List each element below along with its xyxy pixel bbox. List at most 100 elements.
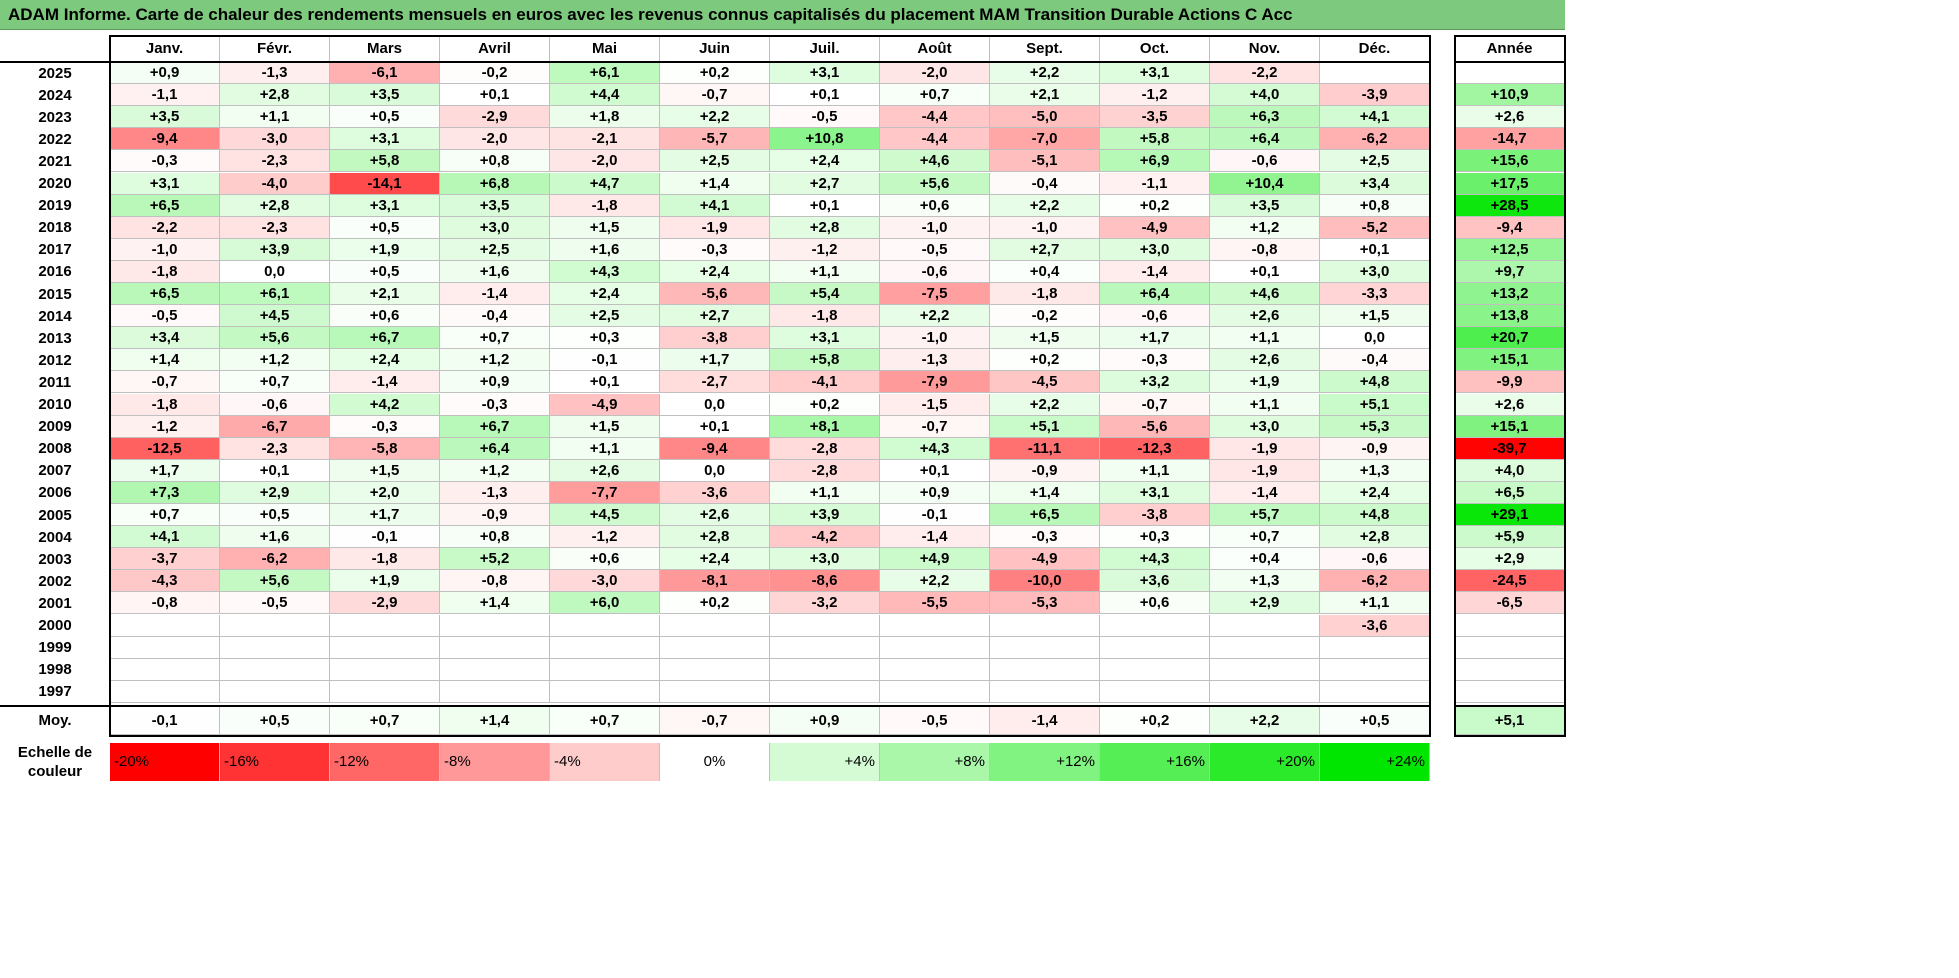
annual-cell <box>1455 680 1565 703</box>
divider <box>0 61 1431 63</box>
heatmap-cell: +6,7 <box>440 415 550 438</box>
row-year-label: 2007 <box>0 459 110 482</box>
annual-cell: -14,7 <box>1455 128 1565 151</box>
divider <box>1454 704 1566 707</box>
heatmap-cell <box>770 614 880 637</box>
average-cell: -1,4 <box>990 706 1100 735</box>
heatmap-cell: -3,8 <box>660 327 770 350</box>
heatmap-cell: -4,3 <box>110 570 220 593</box>
heatmap-cell: -3,5 <box>1100 106 1210 129</box>
annual-cell: +4,0 <box>1455 459 1565 482</box>
annual-cell: +29,1 <box>1455 504 1565 527</box>
heatmap-cell: -0,9 <box>990 459 1100 482</box>
heatmap-cell: +4,3 <box>1100 548 1210 571</box>
heatmap-cell: +1,3 <box>1210 570 1320 593</box>
month-header: Mars <box>330 36 440 62</box>
average-cell: -0,5 <box>880 706 990 735</box>
heatmap-cell: -5,8 <box>330 437 440 460</box>
heatmap-cell: +0,6 <box>1100 592 1210 615</box>
heatmap-cell: -1,4 <box>1210 481 1320 504</box>
row-year-label: 1998 <box>0 658 110 681</box>
heatmap-cell: +1,1 <box>1320 592 1430 615</box>
annual-cell: +10,9 <box>1455 84 1565 107</box>
heatmap-cell: +2,8 <box>220 194 330 217</box>
heatmap-cell: +0,3 <box>1100 526 1210 549</box>
heatmap-cell: +6,1 <box>550 62 660 85</box>
heatmap-cell: +5,1 <box>990 415 1100 438</box>
heatmap-cell: -1,8 <box>990 283 1100 306</box>
heatmap-cell: -4,1 <box>770 371 880 394</box>
heatmap-cell: -2,3 <box>220 437 330 460</box>
heatmap-cell: +0,2 <box>660 592 770 615</box>
heatmap-cell <box>880 680 990 703</box>
heatmap-cell: -6,2 <box>1320 128 1430 151</box>
heatmap-cell: +5,7 <box>1210 504 1320 527</box>
heatmap-cell: -1,2 <box>110 415 220 438</box>
heatmap-cell: +0,4 <box>990 260 1100 283</box>
heatmap-cell: +0,8 <box>440 150 550 173</box>
heatmap-cell: +2,8 <box>770 216 880 239</box>
heatmap-cell: -2,8 <box>770 459 880 482</box>
scale-stop: -12% <box>330 742 440 781</box>
divider <box>0 704 1431 707</box>
heatmap-cell <box>770 658 880 681</box>
heatmap-cell: +2,9 <box>220 481 330 504</box>
annual-cell: +28,5 <box>1455 194 1565 217</box>
heatmap-cell: -8,6 <box>770 570 880 593</box>
month-header: Nov. <box>1210 36 1320 62</box>
heatmap-cell <box>770 636 880 659</box>
heatmap-cell: -0,9 <box>1320 437 1430 460</box>
heatmap-cell: +0,1 <box>770 84 880 107</box>
heatmap-cell: +2,7 <box>770 172 880 195</box>
heatmap-cell: -5,2 <box>1320 216 1430 239</box>
heatmap-cell: +1,4 <box>660 172 770 195</box>
annual-cell: -9,9 <box>1455 371 1565 394</box>
heatmap-cell: +4,7 <box>550 172 660 195</box>
heatmap-cell: -1,4 <box>880 526 990 549</box>
row-year-label: 2016 <box>0 260 110 283</box>
average-cell: +0,7 <box>330 706 440 735</box>
annual-cell: +2,6 <box>1455 393 1565 416</box>
heatmap-cell: +0,7 <box>110 504 220 527</box>
heatmap-cell: +6,4 <box>1210 128 1320 151</box>
heatmap-cell: +1,2 <box>440 459 550 482</box>
scale-stop: +12% <box>990 742 1100 781</box>
heatmap-cell: +4,8 <box>1320 371 1430 394</box>
scale-stop: 0% <box>660 742 770 781</box>
heatmap-cell <box>660 614 770 637</box>
heatmap-cell: -1,2 <box>550 526 660 549</box>
heatmap-cell: -9,4 <box>660 437 770 460</box>
heatmap-cell: -6,1 <box>330 62 440 85</box>
heatmap-cell: +2,4 <box>1320 481 1430 504</box>
heatmap-cell: -7,7 <box>550 481 660 504</box>
annual-cell: +13,2 <box>1455 283 1565 306</box>
average-cell: -0,1 <box>110 706 220 735</box>
heatmap-cell: -0,5 <box>880 238 990 261</box>
heatmap-cell: +4,1 <box>660 194 770 217</box>
heatmap-cell: +3,1 <box>1100 62 1210 85</box>
heatmap-cell: -0,7 <box>660 84 770 107</box>
average-cell: +1,4 <box>440 706 550 735</box>
heatmap-cell: -1,0 <box>880 216 990 239</box>
heatmap-cell: +1,5 <box>550 415 660 438</box>
annual-cell: +15,1 <box>1455 349 1565 372</box>
heatmap-cell: +4,3 <box>880 437 990 460</box>
row-year-label: 2013 <box>0 327 110 350</box>
heatmap-cell: -2,3 <box>220 150 330 173</box>
heatmap-cell: +2,7 <box>990 238 1100 261</box>
heatmap-cell: -0,3 <box>440 393 550 416</box>
heatmap-cell: +1,1 <box>1210 327 1320 350</box>
heatmap-cell: -1,8 <box>110 260 220 283</box>
heatmap-cell: +0,1 <box>1210 260 1320 283</box>
annual-cell: +15,6 <box>1455 150 1565 173</box>
annual-cell: -6,5 <box>1455 592 1565 615</box>
heatmap-cell <box>550 636 660 659</box>
heatmap-cell: -0,5 <box>110 305 220 328</box>
heatmap-cell: -3,7 <box>110 548 220 571</box>
heatmap-cell: +2,2 <box>990 194 1100 217</box>
heatmap-cell <box>1210 680 1320 703</box>
heatmap-cell <box>330 680 440 703</box>
heatmap-cell <box>1210 614 1320 637</box>
heatmap-cell: +2,8 <box>660 526 770 549</box>
row-year-label: 2001 <box>0 592 110 615</box>
